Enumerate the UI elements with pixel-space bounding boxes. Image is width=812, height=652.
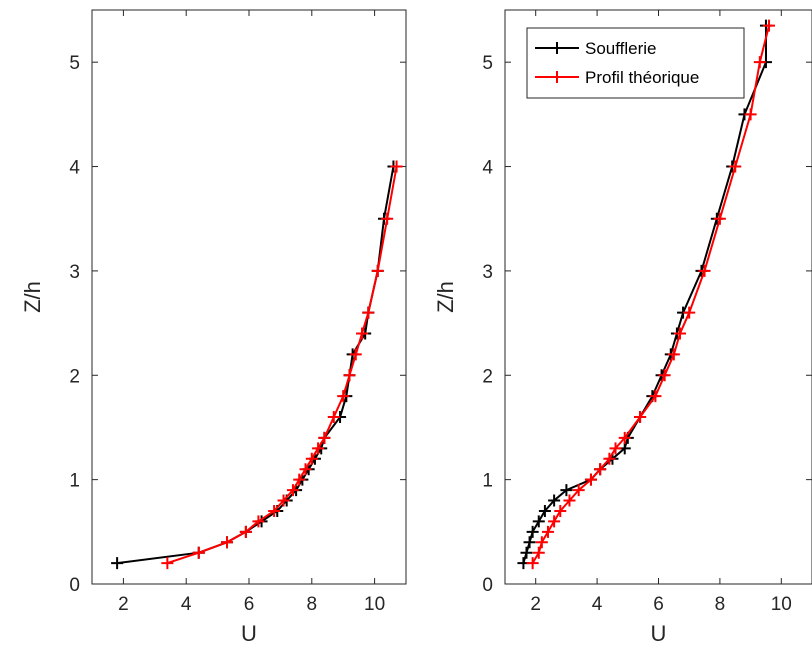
x-axis-label: U [241, 621, 257, 646]
data-point-marker [192, 546, 205, 559]
x-tick-label: 6 [244, 594, 255, 615]
data-point-marker [312, 442, 325, 455]
x-tick-label: 10 [771, 594, 792, 615]
data-point-marker [658, 369, 671, 382]
data-point-marker [390, 160, 403, 173]
data-point-marker [548, 515, 561, 528]
data-point-marker [523, 536, 536, 549]
legend-entry-label: Soufflerie [585, 39, 657, 58]
chart-panel-2: 2 4 6 8 10 0 1 2 3 4 5 U Z/h Soufflerie Profil théoriq… [433, 9, 812, 646]
plot-area [504, 9, 812, 585]
x-tick-label: 4 [592, 594, 603, 615]
data-point-marker [729, 160, 742, 173]
legend-entry-label: Profil théorique [585, 68, 699, 87]
data-point-marker [161, 557, 174, 570]
y-axis-label: Z/h [433, 281, 458, 313]
data-point-marker [744, 108, 757, 121]
x-axis-label: U [651, 621, 667, 646]
y-tick-label: 0 [69, 575, 80, 596]
y-tick-label: 3 [482, 262, 493, 283]
plot-area [91, 9, 407, 585]
series-line-2 [167, 166, 398, 565]
data-point-marker [763, 19, 776, 32]
legend-box [526, 27, 745, 99]
data-point-marker [327, 411, 340, 424]
y-tick-label: 1 [69, 471, 80, 492]
y-tick-label: 0 [482, 575, 493, 596]
data-point-marker [603, 452, 616, 465]
y-tick-label: 4 [69, 158, 80, 179]
data-point-marker [526, 557, 539, 570]
data-point-marker [618, 431, 631, 444]
data-point-marker [560, 484, 573, 497]
y-tick-label: 2 [482, 366, 493, 387]
data-point-marker [356, 327, 369, 340]
data-point-marker [683, 306, 696, 319]
x-tick-label: 8 [307, 594, 318, 615]
y-tick-label: 5 [69, 53, 80, 74]
data-point-marker [343, 369, 356, 382]
data-point-marker [337, 390, 350, 403]
data-point-marker [277, 494, 290, 507]
legend-marker-1 [551, 42, 563, 54]
data-point-marker [634, 411, 647, 424]
data-point-marker [548, 494, 561, 507]
legend-marker-2 [551, 71, 563, 83]
x-tick-label: 10 [364, 594, 385, 615]
data-point-marker [649, 390, 662, 403]
y-tick-label: 3 [69, 262, 80, 283]
legend: Soufflerie Profil théorique [526, 27, 745, 99]
data-point-marker [554, 504, 567, 517]
data-point-marker [584, 473, 597, 486]
y-tick-label: 4 [482, 158, 493, 179]
x-tick-label: 8 [715, 594, 726, 615]
x-tick-label: 2 [118, 594, 129, 615]
data-point-marker [349, 348, 362, 361]
data-point-marker [111, 557, 124, 570]
data-point-marker [532, 546, 545, 559]
data-point-marker [252, 515, 265, 528]
data-point-marker [371, 264, 384, 277]
data-point-marker [318, 431, 331, 444]
data-point-marker [239, 525, 252, 538]
y-tick-label: 5 [482, 53, 493, 74]
x-tick-label: 4 [181, 594, 192, 615]
data-point-marker [520, 546, 533, 559]
x-tick-label: 2 [530, 594, 541, 615]
data-point-marker [532, 515, 545, 528]
data-point-marker [538, 504, 551, 517]
y-tick-label: 1 [482, 471, 493, 492]
data-point-marker [673, 327, 686, 340]
chart-panel-1: 2 4 6 8 10 0 1 2 3 4 5 U Z/h [20, 9, 407, 646]
data-point-marker [526, 525, 539, 538]
y-axis-label: Z/h [20, 281, 45, 313]
y-tick-label: 2 [69, 366, 80, 387]
data-point-marker [286, 484, 299, 497]
data-point-marker [713, 212, 726, 225]
data-point-marker [609, 442, 622, 455]
data-point-marker [563, 494, 576, 507]
data-point-marker [362, 306, 375, 319]
data-point-marker [299, 463, 312, 476]
data-point-marker [305, 452, 318, 465]
data-point-marker [381, 212, 394, 225]
x-tick-label: 6 [653, 594, 664, 615]
data-point-marker [221, 536, 234, 549]
data-point-marker [541, 525, 554, 538]
data-point-marker [698, 264, 711, 277]
data-point-marker [535, 536, 548, 549]
data-point-marker [667, 348, 680, 361]
data-point-marker [594, 463, 607, 476]
data-point-marker [572, 484, 585, 497]
data-point-marker [293, 473, 306, 486]
data-point-marker [268, 504, 281, 517]
data-point-marker [753, 56, 766, 69]
